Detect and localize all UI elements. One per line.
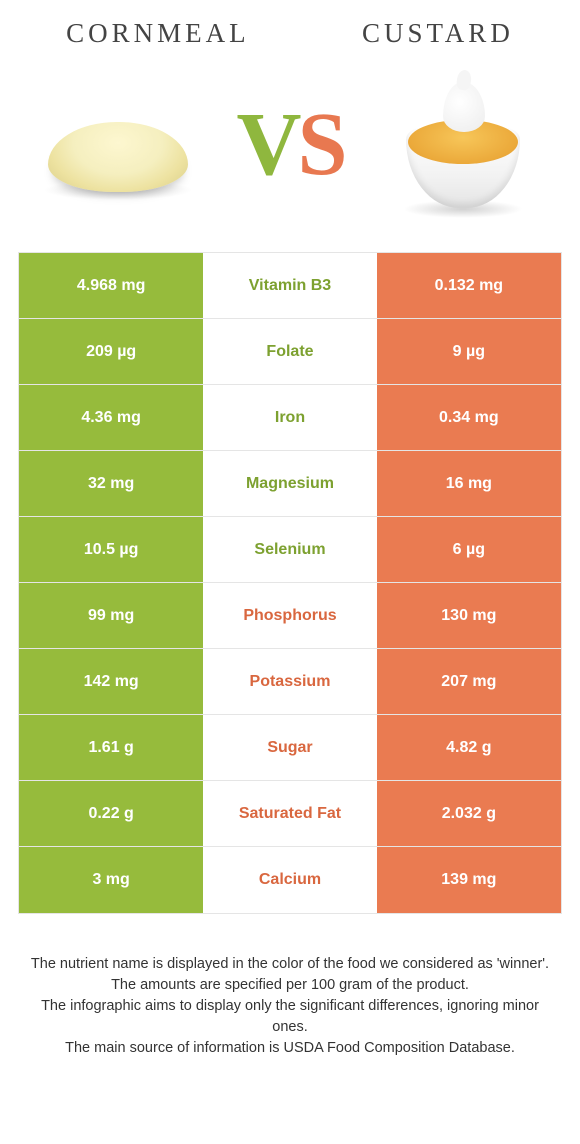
- vs-v: V: [236, 93, 297, 196]
- value-left: 142 mg: [19, 649, 203, 714]
- value-left: 0.22 g: [19, 781, 203, 846]
- nutrient-name: Sugar: [203, 715, 376, 780]
- value-right: 0.34 mg: [377, 385, 561, 450]
- nutrient-table: 4.968 mgVitamin B30.132 mg209 µgFolate9 …: [18, 252, 562, 914]
- nutrient-name: Potassium: [203, 649, 376, 714]
- table-row: 3 mgCalcium139 mg: [19, 847, 561, 913]
- table-row: 209 µgFolate9 µg: [19, 319, 561, 385]
- table-row: 10.5 µgSelenium6 µg: [19, 517, 561, 583]
- value-right: 4.82 g: [377, 715, 561, 780]
- vs-s: S: [297, 93, 343, 196]
- value-left: 3 mg: [19, 847, 203, 913]
- value-left: 32 mg: [19, 451, 203, 516]
- table-row: 4.36 mgIron0.34 mg: [19, 385, 561, 451]
- value-left: 4.36 mg: [19, 385, 203, 450]
- table-row: 1.61 gSugar4.82 g: [19, 715, 561, 781]
- table-row: 99 mgPhosphorus130 mg: [19, 583, 561, 649]
- nutrient-name: Iron: [203, 385, 376, 450]
- value-right: 207 mg: [377, 649, 561, 714]
- nutrient-name: Magnesium: [203, 451, 376, 516]
- footer-line: The main source of information is USDA F…: [30, 1038, 550, 1059]
- custard-image: [375, 67, 550, 222]
- value-right: 2.032 g: [377, 781, 561, 846]
- value-left: 1.61 g: [19, 715, 203, 780]
- footer-notes: The nutrient name is displayed in the co…: [0, 914, 580, 1059]
- vs-label: VS: [236, 93, 343, 196]
- nutrient-name: Phosphorus: [203, 583, 376, 648]
- value-right: 9 µg: [377, 319, 561, 384]
- table-row: 142 mgPotassium207 mg: [19, 649, 561, 715]
- value-right: 6 µg: [377, 517, 561, 582]
- title-right: Custard: [362, 18, 514, 49]
- table-row: 0.22 gSaturated Fat2.032 g: [19, 781, 561, 847]
- footer-line: The amounts are specified per 100 gram o…: [30, 975, 550, 996]
- value-right: 130 mg: [377, 583, 561, 648]
- footer-line: The nutrient name is displayed in the co…: [30, 954, 550, 975]
- images-row: VS: [0, 57, 580, 252]
- value-right: 139 mg: [377, 847, 561, 913]
- nutrient-name: Folate: [203, 319, 376, 384]
- value-left: 209 µg: [19, 319, 203, 384]
- value-right: 16 mg: [377, 451, 561, 516]
- nutrient-name: Selenium: [203, 517, 376, 582]
- title-left: Cornmeal: [66, 18, 250, 49]
- cornmeal-image: [30, 67, 205, 222]
- nutrient-name: Vitamin B3: [203, 253, 376, 318]
- table-row: 4.968 mgVitamin B30.132 mg: [19, 253, 561, 319]
- value-left: 10.5 µg: [19, 517, 203, 582]
- table-row: 32 mgMagnesium16 mg: [19, 451, 561, 517]
- footer-line: The infographic aims to display only the…: [30, 996, 550, 1038]
- value-left: 99 mg: [19, 583, 203, 648]
- value-left: 4.968 mg: [19, 253, 203, 318]
- nutrient-name: Saturated Fat: [203, 781, 376, 846]
- header: Cornmeal Custard: [0, 0, 580, 57]
- value-right: 0.132 mg: [377, 253, 561, 318]
- nutrient-name: Calcium: [203, 847, 376, 913]
